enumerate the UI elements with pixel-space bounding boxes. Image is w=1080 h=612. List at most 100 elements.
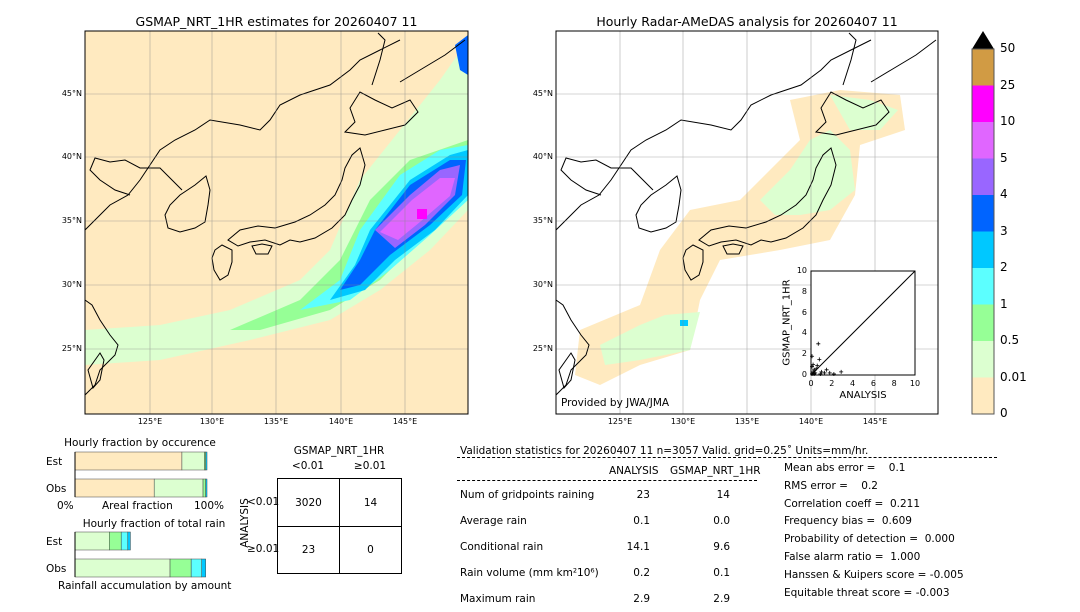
- score-line: Equitable threat score = -0.003: [784, 586, 950, 599]
- fraction-bar-segment: [190, 558, 202, 578]
- lat-tick-label: 40°N: [61, 152, 82, 161]
- colorbar-segment: [972, 85, 994, 122]
- fraction-bar-segment: [169, 558, 192, 578]
- scatter-point: [827, 370, 832, 375]
- scatter-point: [822, 370, 827, 375]
- left-map-title: GSMAP_NRT_1HR estimates for 20260407 11: [135, 14, 418, 29]
- score-line: Frequency bias = 0.609: [784, 515, 912, 528]
- fraction-bar-segment: [205, 451, 208, 471]
- stats-gsmap-value: 2.9: [713, 593, 730, 605]
- scatter-x-tick: 8: [891, 379, 897, 388]
- stats-analysis-value: 14.1: [626, 541, 650, 553]
- colorbar-segment: [972, 341, 994, 378]
- scatter-xlabel: ANALYSIS: [839, 390, 887, 401]
- scatter-point: [811, 369, 816, 374]
- colorbar-label: 0.5: [1000, 333, 1020, 347]
- colorbar-label: 1: [1000, 296, 1008, 311]
- left-map: [84, 30, 469, 415]
- stats-gsmap-value: 0.1: [713, 567, 730, 579]
- scatter-y-tick: 8: [801, 286, 807, 296]
- scatter-x-tick: 10: [909, 379, 921, 388]
- lat-tick-label: 35°N: [532, 216, 553, 225]
- colorbar-extend-arrow: [972, 31, 994, 49]
- score-line: Mean abs error = 0.1: [784, 462, 906, 474]
- fraction-bar-segment: [153, 478, 204, 498]
- lon-tick-label: 130°E: [670, 417, 696, 426]
- stats-row-label: Average rain: [460, 515, 527, 527]
- contingency-row-1: ≥0.01: [247, 543, 280, 555]
- rain-obs-label: Obs: [46, 563, 67, 575]
- lat-tick-label: 30°N: [532, 280, 553, 289]
- fraction-bar-segment: [109, 531, 122, 551]
- fraction-bar-segment: [202, 478, 206, 498]
- score-line: Correlation coeff = 0.211: [784, 497, 920, 510]
- colorbar-segment: [972, 195, 994, 232]
- scatter-point: [815, 363, 820, 368]
- maps: [84, 30, 995, 415]
- scatter-point: [824, 367, 829, 372]
- fraction-bar-segment: [74, 558, 171, 578]
- right-map-title: Hourly Radar-AMeDAS analysis for 2026040…: [596, 14, 898, 29]
- credit-text: Provided by JWA/JMA: [561, 397, 670, 409]
- colorbar-label: 2: [1000, 260, 1008, 274]
- contingency-col-1: ≥0.01: [353, 460, 387, 472]
- lat-tick-label: 45°N: [532, 89, 553, 98]
- colorbar-segment: [972, 231, 994, 268]
- occ-x-min: 0%: [57, 500, 74, 512]
- stats-gsmap-value: 14: [716, 489, 730, 501]
- occ-est-label: Est: [46, 456, 63, 468]
- colorbar-label: 4: [1000, 187, 1008, 201]
- stats-gsmap-value: 0.0: [713, 515, 730, 527]
- contingency-table: 3020 14 23 0: [277, 478, 402, 574]
- scatter-point: [810, 354, 815, 359]
- cell-10: 23: [301, 544, 316, 556]
- fraction-bar-segment: [201, 558, 206, 578]
- divider: [457, 457, 997, 458]
- cell-00: 3020: [295, 497, 322, 509]
- fraction-bar-segment: [74, 451, 183, 471]
- colorbar-label: 10: [1000, 114, 1016, 128]
- fraction-bar-segment: [205, 478, 208, 498]
- scatter-y-tick: 10: [796, 266, 807, 275]
- score-line: False alarm ratio = 1.000: [784, 551, 921, 563]
- stats-col-gsmap: GSMAP_NRT_1HR: [670, 465, 761, 477]
- cell-01: 14: [363, 497, 378, 509]
- colorbar-segment: [972, 158, 994, 195]
- scatter-point: [839, 369, 844, 374]
- lat-tick-label: 35°N: [61, 216, 82, 225]
- occ-xlabel: Areal fraction: [102, 500, 173, 512]
- contingency-col-title: GSMAP_NRT_1HR: [293, 445, 385, 457]
- stats-row-label: Maximum rain: [460, 593, 536, 605]
- scatter-point: [818, 371, 823, 376]
- scatter-y-tick: 6: [801, 307, 807, 317]
- fraction-bar-segment: [120, 531, 129, 551]
- rain-xlabel: Rainfall accumulation by amount: [58, 580, 232, 592]
- occurrence-title: Hourly fraction by occurence: [64, 437, 216, 449]
- scatter-y-tick: 2: [801, 349, 807, 359]
- lat-tick-label: 30°N: [61, 280, 82, 289]
- stats-row-label: Rain volume (mm km²10⁶): [460, 567, 599, 579]
- lon-tick-label: 140°E: [798, 417, 824, 426]
- scatter-x-tick: 2: [829, 379, 835, 388]
- colorbar-segment: [972, 49, 994, 86]
- scatter-x-tick: 0: [808, 379, 814, 388]
- colorbar-label: 0.01: [1000, 369, 1027, 384]
- occ-obs-label: Obs: [46, 483, 67, 495]
- lon-tick-label: 125°E: [607, 417, 633, 426]
- score-line: Hanssen & Kuipers score = -0.005: [784, 568, 964, 581]
- lat-tick-label: 25°N: [532, 344, 553, 353]
- score-line: RMS error = 0.2: [784, 479, 878, 492]
- colorbar-segment: [972, 377, 994, 414]
- colorbar-label: 5: [1000, 150, 1008, 165]
- scatter-x-tick: 4: [850, 379, 856, 388]
- colorbar-segment: [972, 122, 994, 159]
- cell-11: 0: [367, 544, 374, 556]
- fraction-bar-segment: [181, 451, 205, 471]
- scatter-ylabel: GSMAP_NRT_1HR: [781, 279, 793, 366]
- stats-analysis-value: 23: [636, 489, 650, 501]
- rain-fraction-title: Hourly fraction of total rain: [82, 518, 226, 530]
- lon-tick-label: 135°E: [734, 417, 760, 426]
- fraction-bar-segment: [127, 531, 131, 551]
- lon-tick-label: 135°E: [263, 417, 289, 426]
